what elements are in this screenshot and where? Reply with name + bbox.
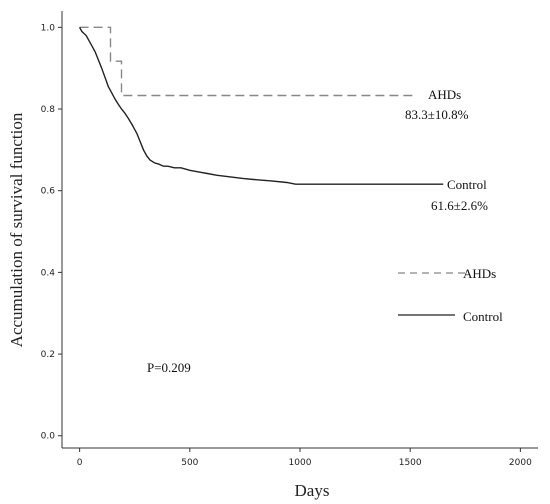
y-axis-title: Accumulation of survival function [7, 112, 26, 347]
y-tick-label: 0.0 [41, 432, 56, 442]
y-tick-label: 0.6 [41, 187, 56, 197]
series-control-line [78, 26, 444, 185]
control-curve-label: Control [447, 177, 487, 192]
y-tick-label: 0.8 [41, 105, 56, 115]
ahds-curve-label: AHDs [428, 87, 461, 102]
y-tick-label: 0.2 [41, 350, 55, 360]
x-tick-label: 500 [181, 458, 198, 468]
x-axis-title: Days [295, 481, 330, 500]
ticks: 0 500 1000 1500 2000 0.0 0.2 0.4 0.6 0.8 1.0 [41, 23, 532, 468]
x-tick-label: 1000 [289, 458, 312, 468]
legend: AHDs Control [398, 266, 503, 324]
series-ahds-line [79, 26, 417, 97]
x-tick-label: 1500 [399, 458, 422, 468]
legend-control-label: Control [463, 309, 503, 324]
legend-ahds-label: AHDs [463, 266, 496, 281]
x-tick-label: 2000 [509, 458, 532, 468]
ahds-survival-value: 83.3±10.8% [405, 107, 469, 122]
control-survival-value: 61.6±2.6% [431, 198, 488, 213]
y-tick-label: 0.4 [41, 268, 56, 278]
x-tick-label: 0 [77, 458, 83, 468]
p-value-label: P=0.209 [147, 360, 191, 375]
series-lines [78, 26, 444, 185]
y-tick-label: 1.0 [41, 23, 56, 33]
axes [61, 11, 538, 449]
